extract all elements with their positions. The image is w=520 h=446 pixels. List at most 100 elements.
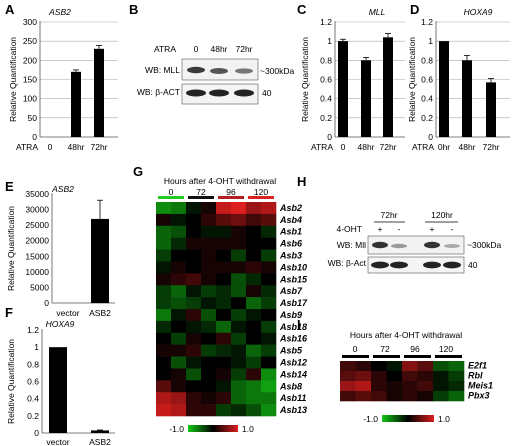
bar (94, 48, 104, 138)
y-tick-label: 0 (32, 132, 37, 142)
gene-label: Asb12 (279, 357, 307, 367)
blot-h-300kda: ~300kDa (467, 240, 502, 250)
heatmap-cell (371, 381, 387, 392)
blot-h-40kda: 40 (468, 260, 478, 270)
heatmap-cell (231, 356, 247, 369)
heatmap-cell (201, 344, 217, 357)
heatmap-cell (171, 273, 187, 286)
chart-title: ASB2 (48, 7, 71, 17)
heatmap-cell (433, 361, 449, 372)
timepoint-bar (188, 196, 214, 199)
heatmap-cell (171, 202, 187, 215)
heatmap-cell (171, 320, 187, 334)
bar (361, 60, 371, 138)
heatmap-cell (186, 297, 202, 310)
heatmap-cell (201, 273, 217, 286)
heatmap-cell (371, 371, 387, 382)
y-axis-label: Relative Quantification (300, 37, 310, 122)
heatmap-i-scale (382, 415, 434, 422)
heatmap-i-scale-min: -1.0 (363, 414, 378, 424)
heatmap-cell (261, 202, 277, 215)
y-tick-label: 300 (23, 17, 37, 27)
heatmap-cell (186, 380, 202, 393)
heatmap-cell (171, 309, 187, 322)
heatmap-cell (261, 261, 277, 274)
y-tick-label: 0.2 (320, 113, 332, 123)
y-tick-label: 0.8 (320, 55, 332, 65)
heatmap-cell (186, 332, 202, 345)
heatmap-cell (246, 213, 262, 227)
heatmap-cell (231, 344, 247, 357)
gene-label: Meis1 (468, 381, 493, 391)
heatmap-cell (201, 285, 217, 298)
panel-label-f: F (5, 305, 13, 320)
panel-label-g: G (133, 164, 143, 179)
bar (486, 82, 496, 137)
heatmap-cell (216, 356, 232, 369)
heatmap-g: Hours after 4-OHT withdrawal 0 72 96 120… (156, 176, 308, 434)
heatmap-cell (448, 381, 465, 392)
y-tick-label: 0.4 (421, 94, 433, 104)
category-label: 0hr (438, 142, 450, 152)
heatmap-cell (201, 332, 217, 345)
gene-label: Asb4 (279, 215, 302, 225)
timepoint-bar (373, 355, 400, 358)
heatmap-cell (186, 202, 202, 215)
heatmap-cell (156, 344, 172, 357)
heatmap-cell (201, 309, 217, 322)
bar (462, 60, 472, 138)
chart-title: HOXA9 (464, 7, 493, 17)
heatmap-cell (246, 344, 262, 357)
gene-label: Pbx3 (468, 391, 490, 401)
panel-label-e: E (5, 179, 14, 194)
category-label: ASB2 (89, 308, 111, 318)
heatmap-cell (216, 344, 232, 357)
y-tick-label: 35000 (25, 189, 49, 199)
blot-h-band (443, 261, 461, 269)
blot-h-timepoint: 120hr (431, 210, 453, 220)
heatmap-cell (231, 225, 247, 238)
heatmap-g-hour: 120 (254, 187, 268, 197)
heatmap-cell (448, 391, 465, 402)
heatmap-cell (231, 404, 247, 417)
heatmap-cell (171, 356, 187, 369)
heatmap-cell (231, 297, 247, 310)
gene-label: Asb7 (279, 286, 303, 296)
gene-label: Asb6 (279, 239, 303, 249)
chart-c-mll: 0 0.2 0.4 0.6 0.8 1 1.2 0 48hr 72hr ATRA MLL Relativ… (300, 7, 405, 152)
chart-a-asb2: 0 50 100 150 200 250 300 0 48hr 72hr ATRA ASB2 Relat… (8, 7, 118, 152)
heatmap-cell (156, 380, 172, 393)
blot-h-band (424, 241, 440, 249)
bar (338, 41, 348, 137)
y-tick-label: 250 (23, 36, 37, 46)
heatmap-cell (231, 392, 247, 405)
chart-title: HOXA9 (46, 319, 75, 329)
blot-h-sign: - (451, 224, 454, 234)
heatmap-cell (261, 404, 277, 417)
gene-label: Asb17 (279, 298, 308, 308)
heatmap-cell (156, 404, 172, 417)
heatmap-cell (340, 381, 356, 392)
heatmap-cell (201, 356, 217, 369)
heatmap-cell (201, 392, 217, 405)
heatmap-cell (261, 225, 277, 238)
heatmap-cell (261, 213, 277, 227)
y-tick-label: 0 (34, 428, 39, 438)
heatmap-cell (216, 261, 232, 274)
blot-b-lane-48: 48hr (210, 44, 227, 54)
blot-b-300kda: ~300kDa (260, 66, 295, 76)
timepoint-bar (248, 196, 274, 199)
heatmap-cell (231, 261, 247, 274)
heatmap-cell (231, 320, 247, 334)
heatmap-cell (417, 361, 434, 372)
y-axis-label: Relative Quantification (6, 206, 16, 291)
heatmap-cell (201, 225, 217, 238)
heatmap-cell (156, 249, 172, 262)
y-tick-label: 0.2 (421, 113, 433, 123)
panel-label-d: D (410, 2, 419, 17)
heatmap-cell (402, 391, 418, 402)
heatmap-cell (156, 225, 172, 238)
y-tick-label: 0.4 (320, 94, 332, 104)
blot-b-row-bact: WB: β-ACT (137, 87, 180, 97)
